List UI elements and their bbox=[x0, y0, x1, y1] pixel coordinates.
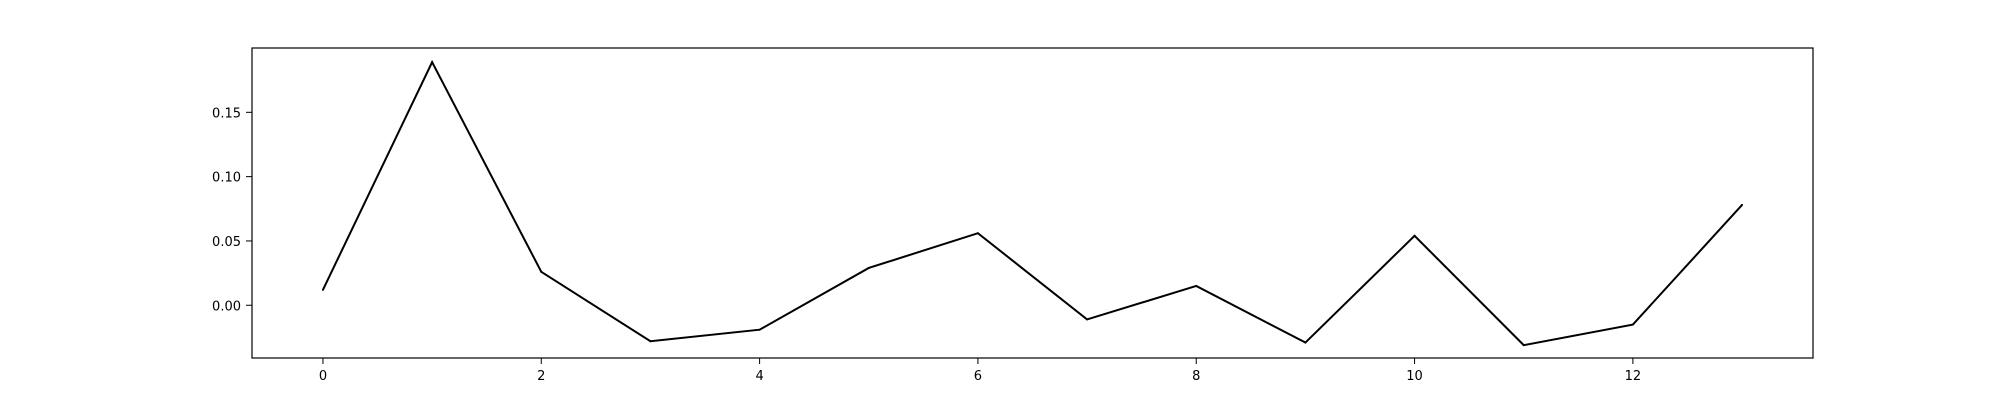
data-point bbox=[1304, 341, 1307, 344]
data-point bbox=[1741, 203, 1744, 206]
y-tick-label: 0.05 bbox=[212, 235, 241, 250]
data-point bbox=[976, 232, 979, 235]
y-tick-label: 0.10 bbox=[212, 171, 241, 186]
x-tick-label: 0 bbox=[319, 369, 327, 384]
x-tick-label: 12 bbox=[1625, 369, 1642, 384]
data-point bbox=[540, 270, 543, 273]
y-tick-label: 0.15 bbox=[212, 106, 241, 121]
x-tick-label: 2 bbox=[537, 369, 545, 384]
data-point bbox=[1086, 318, 1089, 321]
x-tick-label: 8 bbox=[1192, 369, 1200, 384]
y-tick-label: 0.00 bbox=[212, 299, 241, 314]
data-point bbox=[1522, 344, 1525, 347]
data-point bbox=[1413, 234, 1416, 237]
data-point bbox=[431, 61, 434, 64]
ticks-layer: 0 2 4 6 8 10 12 0.00 0.05 0.10 0.15 bbox=[212, 106, 1641, 384]
plot-area bbox=[252, 48, 1813, 358]
plot-frame bbox=[251, 47, 1814, 359]
data-point bbox=[1631, 323, 1634, 326]
data-point bbox=[649, 340, 652, 343]
data-point bbox=[867, 266, 870, 269]
x-tick-label: 10 bbox=[1406, 369, 1423, 384]
x-tick-label: 4 bbox=[755, 369, 763, 384]
points-layer bbox=[321, 61, 1744, 347]
x-tick-label: 6 bbox=[974, 369, 982, 384]
data-point bbox=[321, 288, 324, 291]
series-line bbox=[322, 59, 1743, 347]
data-point bbox=[758, 328, 761, 331]
data-point bbox=[1195, 284, 1198, 287]
